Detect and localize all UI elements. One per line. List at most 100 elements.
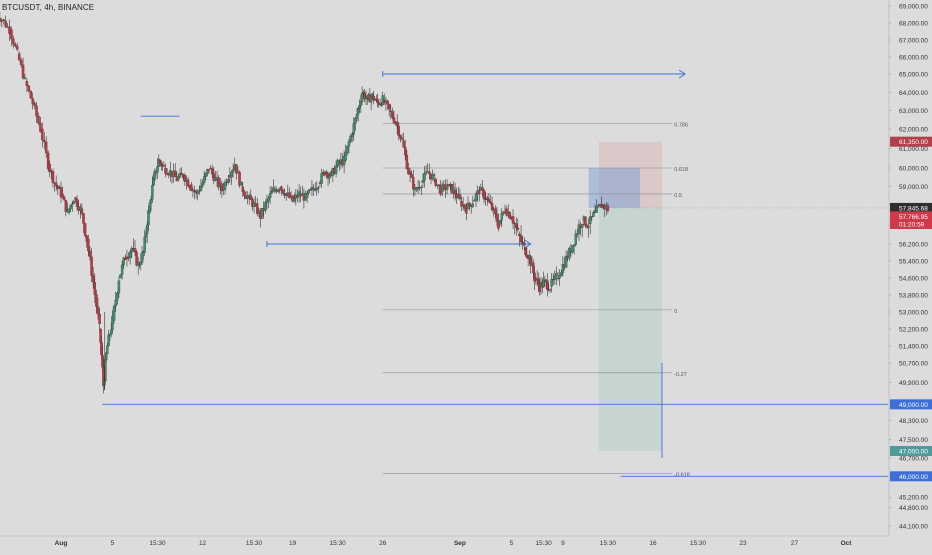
time-tick-label: Oct [841, 540, 853, 547]
candle-body [542, 280, 545, 288]
candle-body [355, 114, 359, 119]
time-tick-label: 16 [649, 540, 657, 547]
time-tick-label: 5 [111, 540, 115, 547]
candle-body [230, 172, 233, 178]
candle-body [93, 282, 97, 295]
candle-body [606, 205, 610, 211]
candle-body [280, 186, 283, 190]
time-tick-label: 9 [561, 540, 565, 547]
candle-body [508, 212, 512, 219]
candle-body [128, 251, 132, 258]
candle-body [564, 255, 568, 268]
price-tick-label: 64,000.00 [899, 90, 928, 97]
candle-body [576, 233, 579, 235]
position-stop-zone[interactable] [598, 141, 662, 208]
candle-body [372, 95, 375, 100]
candle-body [264, 202, 267, 211]
candle-body [201, 182, 204, 187]
price-label-text: 46,000.00 [899, 474, 928, 481]
candle-body [556, 277, 560, 279]
candle-body [158, 160, 162, 163]
candle-body [518, 233, 521, 237]
price-label-badge [890, 136, 932, 147]
candle-body [484, 198, 487, 200]
candle-body [21, 64, 25, 78]
candle-body [0, 18, 2, 22]
candle-body [2, 19, 5, 21]
time-tick-label: 15:30 [330, 540, 347, 547]
candle-body [595, 206, 598, 213]
entry-zone-box[interactable] [588, 168, 641, 208]
candle-body [334, 166, 338, 174]
candle-body [495, 213, 499, 222]
candle-body [310, 186, 314, 190]
candle-body [109, 329, 113, 335]
candle-body [537, 279, 540, 285]
candle-body [360, 93, 364, 102]
price-label-badge [890, 446, 932, 456]
price-tick-label: 54,600.00 [899, 276, 928, 283]
candle-body [43, 139, 46, 143]
time-tick-label: 15:30 [149, 540, 166, 547]
candle-body [177, 176, 180, 180]
candle-body [288, 192, 291, 198]
candle-body [524, 248, 527, 256]
candle-body [592, 212, 595, 217]
candle-body [358, 105, 361, 109]
candle-body [523, 242, 526, 246]
price-tick-label: 49,900.00 [899, 380, 928, 387]
candle-body [494, 208, 497, 215]
candle-body [31, 98, 34, 105]
candle-body [37, 116, 40, 124]
candle-body [354, 117, 357, 124]
candle-body [239, 181, 243, 186]
price-axis[interactable] [889, 0, 932, 550]
price-tick-label: 67,000.00 [899, 38, 928, 45]
candle-body [445, 187, 449, 190]
candle-body [207, 169, 211, 171]
position-target-zone[interactable] [598, 207, 662, 451]
price-label-badge [890, 219, 932, 229]
fib-level-label: 0.5 [674, 193, 682, 199]
candle-body [178, 172, 182, 178]
candle-body [315, 187, 318, 191]
candle-body [190, 184, 193, 191]
candle-body [487, 199, 491, 202]
candle-body [222, 189, 225, 191]
candle-body [220, 183, 224, 192]
candle-body [72, 200, 76, 204]
candle-body [39, 122, 42, 132]
price-tick-label: 53,800.00 [899, 293, 928, 300]
fib-level-label: 0 [674, 309, 677, 315]
price-tick-label: 68,000.00 [899, 21, 928, 28]
candle-body [585, 225, 589, 228]
candle-body [4, 20, 7, 28]
candle-body [505, 208, 508, 216]
candle-body [91, 275, 95, 283]
candle-body [209, 167, 212, 169]
candle-body [569, 251, 573, 253]
time-axis[interactable] [0, 536, 889, 550]
candle-body [420, 187, 423, 189]
candle-body [87, 238, 90, 252]
candle-body [143, 236, 146, 253]
candle-body [59, 187, 63, 198]
time-tick-label: 15:30 [600, 540, 617, 547]
candle-body [580, 224, 584, 228]
candle-body [434, 178, 438, 186]
price-tick-label: 50,700.00 [899, 361, 928, 368]
candle-body [305, 192, 309, 198]
candle-body [405, 154, 409, 169]
candle-body [307, 189, 310, 194]
candle-body [147, 210, 150, 226]
candle-body [267, 197, 270, 202]
candle-body [238, 171, 241, 186]
candle-body [412, 177, 415, 190]
price-label-badge [890, 399, 932, 410]
candle-body [95, 294, 98, 307]
candle-body [116, 292, 119, 301]
price-label-badge [890, 471, 932, 482]
candle-body [402, 140, 405, 148]
